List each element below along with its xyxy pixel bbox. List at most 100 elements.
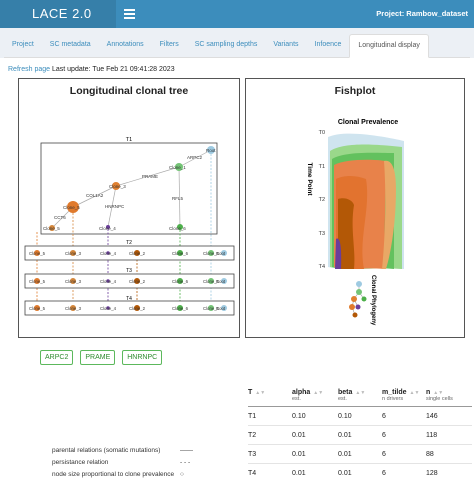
row-node-label: Clone_5 — [29, 251, 46, 256]
tabs: Project SC metadata Annotations Filters … — [4, 34, 470, 58]
col-header-t[interactable]: T ▲▼ — [248, 387, 292, 407]
row-node-label: Clone_6 — [172, 279, 189, 284]
tab-annotations[interactable]: Annotations — [106, 41, 144, 48]
table-row: T4 0.01 0.01 6 128 — [248, 463, 472, 483]
legend-solid-line-icon: —— — [180, 447, 193, 454]
tab-filters[interactable]: Filters — [159, 41, 179, 48]
row-node-label: Root — [216, 306, 226, 311]
tree-label-prame: PRAME — [142, 174, 158, 179]
row-node-clone-2 — [134, 250, 140, 256]
row-node-root — [221, 305, 227, 311]
tree-label-clone5: Clone_5 — [63, 205, 80, 210]
tree-node-clone-4 — [106, 225, 110, 229]
t1-label: T1 — [126, 137, 132, 143]
row-node-clone-3 — [70, 250, 76, 256]
fishplot-subtitle: Clonal Prevalence — [338, 119, 398, 126]
col-header-m-tilde[interactable]: m_tilde ▲▼ n drivers — [382, 387, 426, 407]
tree-node-clone-6 — [177, 224, 183, 230]
app-title[interactable]: LACE 2.0 — [0, 0, 116, 28]
row-label-t4: T4 — [126, 296, 132, 302]
tab-longitudinal-display[interactable]: Longitudinal display — [349, 34, 429, 58]
tree-label-hnrnpc: HNRNPC — [105, 204, 125, 209]
tree-node-clone-5b — [49, 225, 55, 231]
row-node-label: Clone_5 — [29, 279, 46, 284]
row-node-label: Clone_6 — [172, 251, 189, 256]
row-node-clone-2 — [134, 305, 140, 311]
tree-label-cct6: CCT6 — [54, 215, 66, 220]
stats-table: T ▲▼ alpha ▲▼ est. beta ▲▼ est. m_tilde ▲▼ n dr… — [248, 387, 472, 483]
row-node-clone-1 — [208, 250, 214, 256]
tab-bar: Project SC metadata Annotations Filters … — [0, 28, 474, 58]
tab-infoence[interactable]: Infoence — [314, 41, 342, 48]
fish-tick-t0: T0 — [319, 130, 325, 136]
row-node-label: Clone_2 — [129, 279, 146, 284]
tree-node-clone-3 — [112, 182, 120, 190]
phylo-node-clone1 — [356, 289, 362, 295]
table-row: T2 0.01 0.01 6 118 — [248, 425, 472, 445]
row-node-clone-4 — [106, 251, 110, 255]
tree-label-clone1: Clone_1 — [169, 165, 186, 170]
fish-tick-t2: T2 — [319, 197, 325, 203]
row-node-clone-5 — [34, 305, 40, 311]
gene-button-prame[interactable]: PRAME — [80, 350, 116, 365]
row-node-clone-1 — [208, 278, 214, 284]
row-node-clone-5 — [34, 250, 40, 256]
project-label: Project: Rambow_dataset — [376, 9, 468, 18]
col-header-alpha[interactable]: alpha ▲▼ est. — [292, 387, 338, 407]
menu-toggle-icon[interactable] — [124, 7, 135, 21]
fishplot-title: Fishplot — [334, 85, 376, 97]
row-label-t2: T2 — [126, 240, 132, 246]
row-node-label: Clone_5 — [29, 306, 46, 311]
refresh-link[interactable]: Refresh page — [8, 66, 51, 73]
legend-node-size: node size proportional to clone prevalen… — [52, 471, 175, 478]
row-node-clone-4 — [106, 279, 110, 283]
tree-node-root — [207, 146, 215, 154]
row-node-label: Clone_4 — [100, 251, 117, 256]
gene-buttons: ARPC2 PRAME HNRNPC — [40, 350, 163, 365]
row-node-label: Clone_4 — [100, 306, 117, 311]
refresh-bar: Refresh page Last update: Tue Feb 21 09:… — [8, 66, 175, 73]
fish-tick-t4: T4 — [319, 264, 325, 270]
table-row: T3 0.01 0.01 6 88 — [248, 444, 472, 464]
tree-label-clone5b: Clone_5 — [43, 226, 60, 231]
tree-label-col1a2: COL1A2 — [86, 193, 104, 198]
legend-persistence: persistance relation — [52, 459, 109, 466]
tree-label-arpc2: ARPC2 — [187, 155, 203, 160]
fish-tick-t3: T3 — [319, 231, 325, 237]
col-header-n[interactable]: n ▲▼ single cells — [426, 387, 472, 407]
phylo-node-clone6 — [361, 296, 367, 302]
row-node-label: Clone_2 — [129, 251, 146, 256]
col-header-beta[interactable]: beta ▲▼ est. — [338, 387, 382, 407]
legend-circle-icon: ○ — [180, 471, 184, 478]
row-label-t3: T3 — [126, 268, 132, 274]
tab-variants[interactable]: Variants — [273, 41, 299, 48]
tab-sc-sampling-depths[interactable]: SC sampling depths — [194, 41, 258, 48]
row-node-clone-6 — [177, 250, 183, 256]
tree-label-clone4: Clone_4 — [99, 226, 116, 231]
row-node-label: Clone_1 — [203, 251, 220, 256]
tree-label-clone3: Clone_3 — [109, 184, 126, 189]
clonal-tree-svg: T1 Root ARPC2 Clone_1 PRAME Clone_3 COL1… — [24, 137, 235, 316]
row-node-label: Clone_3 — [65, 306, 82, 311]
timepoint-rows: T2 T3 T4 Clone_5 Clone_3 Clone_4 Clone_2 Clo… — [24, 240, 235, 316]
phylo-node-clone3 — [351, 296, 357, 302]
row-node-label: Clone_6 — [172, 306, 189, 311]
row-node-clone-2 — [134, 278, 140, 284]
phylo-node-clone2 — [352, 312, 358, 318]
fish-tick-t1: T1 — [319, 164, 325, 170]
tree-label-clone6: Clone_6 — [169, 226, 186, 231]
gene-button-hnrnpc[interactable]: HNRNPC — [122, 350, 163, 365]
fishplot-svg: Clonal Prevalence T0 T1 T2 T3 T4 Time Po… — [306, 119, 404, 326]
row-node-clone-3 — [70, 305, 76, 311]
row-node-root — [221, 278, 227, 284]
legend-dashed-line-icon: - - - — [180, 459, 191, 466]
gene-button-arpc2[interactable]: ARPC2 — [40, 350, 74, 365]
phylo-node-clone5 — [349, 304, 355, 310]
tab-project[interactable]: Project — [12, 41, 34, 48]
fishplot-panel: Fishplot Clonal Prevalence T0 T1 T2 T3 T… — [245, 78, 465, 338]
phylo-node-root — [356, 281, 362, 287]
row-node-clone-6 — [177, 305, 183, 311]
row-node-label: Clone_1 — [203, 279, 220, 284]
tab-sc-metadata[interactable]: SC metadata — [49, 41, 91, 48]
fish-ylabel: Time Point — [306, 162, 313, 196]
